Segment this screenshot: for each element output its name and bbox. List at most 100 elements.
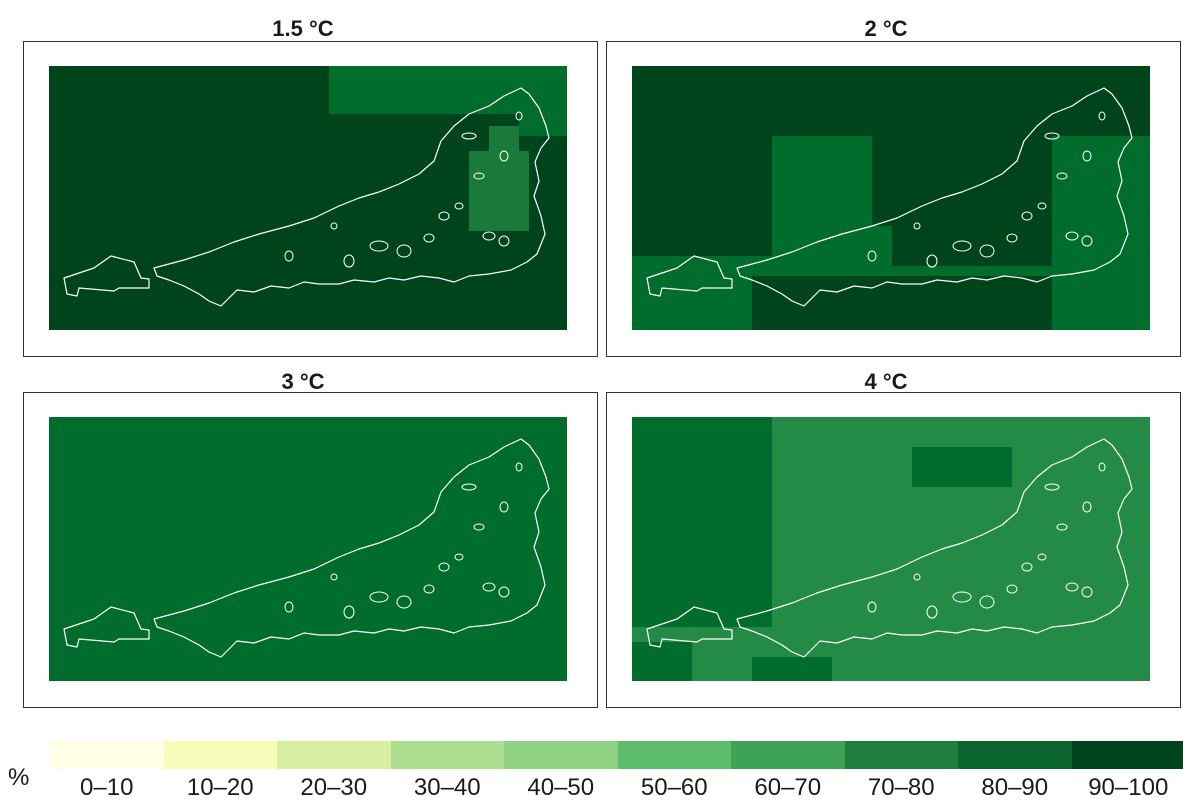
legend-labels: 0–10 10–20 20–30 30–40 40–50 50–60 60–70 70–80 8… [50, 768, 1183, 802]
region-hole-outline [1006, 584, 1018, 594]
legend-label: 40–50 [527, 774, 595, 801]
region-outline [646, 438, 1133, 658]
region-hole-outline [284, 250, 294, 262]
map-2 [632, 66, 1150, 330]
region-hole-outline [1006, 233, 1018, 243]
region-hole-outline [926, 254, 938, 268]
map-background [49, 417, 567, 681]
region-hole-outline [913, 573, 921, 581]
region-hole-outline [952, 591, 972, 603]
legend-label: 20–30 [300, 774, 368, 801]
region-hole-outline [1065, 231, 1079, 241]
region-hole-outline [423, 584, 435, 594]
region-hole-outline [438, 562, 450, 572]
raster-block [772, 66, 1150, 136]
region-hole-outline [343, 605, 355, 619]
panel-title-1: 1.5 °C [272, 16, 334, 41]
raster-block [752, 657, 832, 681]
legend-label: 60–70 [754, 774, 822, 801]
region-hole-outline [1037, 202, 1047, 210]
region-hole-outline [515, 462, 523, 472]
legend-swatch [504, 741, 618, 769]
panel-title-2: 2 °C [864, 16, 908, 41]
color-legend [50, 741, 1183, 769]
region-hole-outline [1044, 483, 1060, 491]
panel-title-4: 4 °C [864, 369, 908, 394]
legend-swatch [958, 741, 1072, 769]
region-hole-outline [1021, 562, 1033, 572]
legend-swatch [50, 741, 164, 769]
region-hole-outline [979, 595, 995, 609]
legend-swatch [163, 741, 277, 769]
region-hole-outline [1098, 462, 1106, 472]
region-hole-outline [330, 222, 338, 230]
region-hole-outline [369, 591, 389, 603]
region-hole-outline [1056, 172, 1068, 180]
region-hole-outline [913, 222, 921, 230]
region-hole-outline [1044, 132, 1060, 140]
raster-block [632, 417, 772, 627]
raster-block [752, 276, 1052, 330]
region-hole-outline [1098, 111, 1106, 121]
region-hole-outline [482, 582, 496, 592]
region-hole-outline [423, 233, 435, 243]
legend-swatch [844, 741, 958, 769]
panel-title-3: 3 °C [281, 369, 325, 394]
legend-label: 70–80 [867, 774, 935, 801]
region-hole-outline [369, 240, 389, 252]
region-hole-outline [498, 235, 510, 247]
map-panel-2 [606, 41, 1181, 357]
region-hole-outline [454, 202, 464, 210]
map-panel-3 [23, 392, 598, 708]
region-hole-outline [396, 595, 412, 609]
raster-block [489, 126, 519, 151]
region-hole-outline [461, 483, 477, 491]
map-4 [632, 417, 1150, 681]
legend-label: 50–60 [640, 774, 708, 801]
raster-block [892, 226, 1052, 266]
legend-swatch [1071, 741, 1183, 769]
region-hole-outline [1037, 553, 1047, 561]
region-hole-outline [1081, 235, 1093, 247]
raster-block [469, 151, 529, 231]
legend-label: 80–90 [981, 774, 1049, 801]
map-panel-1 [23, 41, 598, 357]
legend-swatch [731, 741, 845, 769]
region-hole-outline [330, 573, 338, 581]
region-hole-outline [438, 211, 450, 221]
region-hole-outline [952, 240, 972, 252]
raster-block [632, 66, 772, 256]
legend-label: 0–10 [80, 774, 134, 801]
region-hole-outline [1021, 211, 1033, 221]
legend-unit: % [8, 764, 30, 791]
region-hole-outline [454, 553, 464, 561]
region-hole-outline [498, 586, 510, 598]
raster-block [912, 447, 1012, 487]
map-1 [49, 66, 567, 330]
region-hole-outline [1082, 150, 1092, 162]
region-hole-outline [343, 254, 355, 268]
region-hole-outline [473, 172, 485, 180]
legend-label: 90–100 [1088, 774, 1169, 801]
region-outline [63, 438, 550, 658]
raster-block [632, 642, 692, 681]
region-outline [63, 87, 550, 307]
region-hole-outline [867, 250, 877, 262]
region-hole-outline [867, 601, 877, 613]
legend-swatch [277, 741, 391, 769]
region-hole-outline [1081, 586, 1093, 598]
region-hole-outline [473, 523, 485, 531]
legend-label: 30–40 [413, 774, 481, 801]
legend-swatch [617, 741, 731, 769]
region-hole-outline [515, 111, 523, 121]
region-hole-outline [926, 605, 938, 619]
region-hole-outline [482, 231, 496, 241]
region-hole-outline [1065, 582, 1079, 592]
legend-swatch [390, 741, 504, 769]
region-hole-outline [1056, 523, 1068, 531]
region-outline [646, 87, 1133, 307]
region-hole-outline [1082, 501, 1092, 513]
map-3 [49, 417, 567, 681]
map-panel-4 [606, 392, 1181, 708]
legend-label: 10–20 [186, 774, 254, 801]
